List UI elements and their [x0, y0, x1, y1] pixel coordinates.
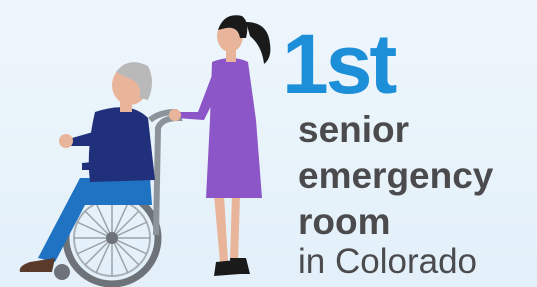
headline-line: senior — [298, 111, 409, 148]
infographic: 1st senior emergency room in Colorado — [0, 0, 537, 287]
rank: 1st — [282, 22, 394, 106]
standing-woman — [169, 15, 270, 276]
seated-man — [20, 62, 155, 272]
illustration — [0, 0, 300, 287]
headline-line: room — [298, 203, 391, 240]
headline-line: emergency — [298, 157, 493, 194]
location: in Colorado — [298, 244, 477, 279]
